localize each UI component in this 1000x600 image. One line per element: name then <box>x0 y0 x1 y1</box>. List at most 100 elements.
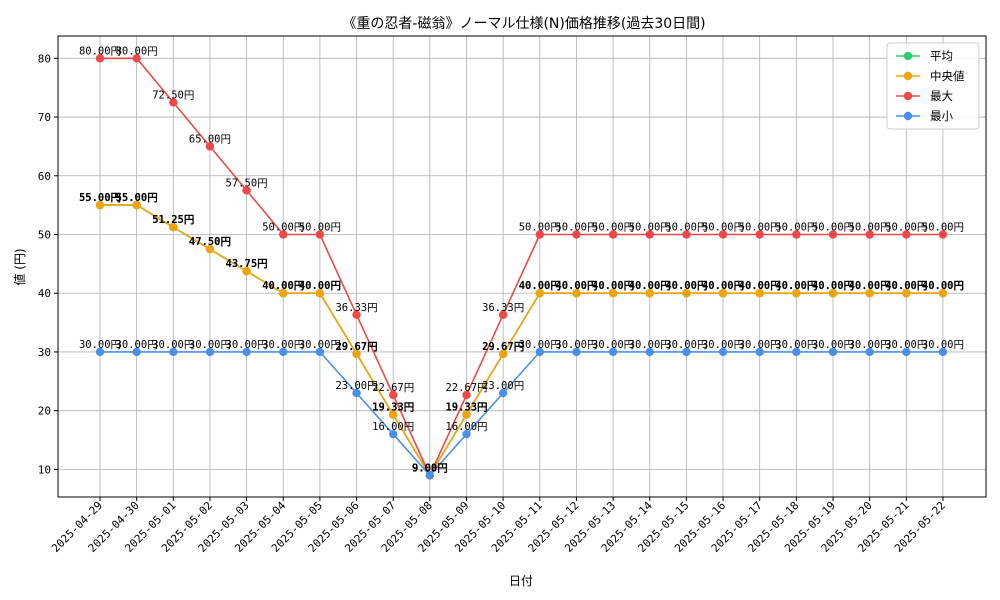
data-point <box>682 289 691 298</box>
data-label: 50.00円 <box>665 221 707 233</box>
data-label: 40.00円 <box>299 280 341 292</box>
data-label: 30.00円 <box>849 339 891 351</box>
data-label: 40.00円 <box>555 280 597 292</box>
data-point <box>902 289 911 298</box>
data-point <box>792 230 801 239</box>
data-label: 40.00円 <box>775 280 817 292</box>
data-point <box>535 347 544 357</box>
legend-label: 最大 <box>930 89 953 103</box>
data-label: 55.00円 <box>79 192 121 204</box>
y-tick-label: 70 <box>38 111 51 124</box>
legend-label: 中央値 <box>930 69 965 83</box>
data-label: 51.25円 <box>152 214 194 226</box>
data-label: 30.00円 <box>702 339 744 351</box>
data-point <box>389 410 398 419</box>
data-label: 9.00円 <box>412 462 448 474</box>
data-point <box>389 390 398 400</box>
data-point <box>169 98 178 107</box>
data-point <box>572 230 581 239</box>
data-point <box>462 410 471 419</box>
data-label: 36.33円 <box>335 302 377 314</box>
data-point <box>865 230 874 239</box>
legend-marker <box>903 91 913 101</box>
data-point <box>498 349 508 359</box>
data-point <box>462 429 471 439</box>
data-label: 40.00円 <box>592 280 634 292</box>
data-point <box>242 186 251 195</box>
data-label: 40.00円 <box>665 280 707 292</box>
data-point <box>315 347 325 357</box>
data-label: 23.00円 <box>482 380 524 392</box>
data-label: 80.00円 <box>79 45 121 57</box>
data-label: 43.75円 <box>226 258 268 270</box>
data-label: 50.00円 <box>592 221 634 233</box>
data-label: 50.00円 <box>555 221 597 233</box>
legend-marker <box>903 71 913 81</box>
data-label: 30.00円 <box>922 339 964 351</box>
data-label: 30.00円 <box>79 339 121 351</box>
plot-frame <box>57 35 987 498</box>
data-label: 30.00円 <box>629 339 671 351</box>
data-label: 40.00円 <box>849 280 891 292</box>
data-point <box>205 244 215 254</box>
data-point <box>792 289 801 298</box>
data-label: 40.00円 <box>592 280 634 292</box>
data-label: 30.00円 <box>152 339 194 351</box>
y-tick-label: 50 <box>38 228 51 241</box>
y-tick-label: 40 <box>38 287 51 300</box>
data-label: 40.00円 <box>519 280 561 292</box>
data-label: 47.50円 <box>189 236 231 248</box>
data-point <box>242 266 251 276</box>
data-point <box>718 289 728 298</box>
data-label: 40.00円 <box>849 280 891 292</box>
data-label: 40.00円 <box>885 280 927 292</box>
data-point <box>645 289 654 298</box>
data-label: 40.00円 <box>702 280 744 292</box>
data-point <box>938 289 948 298</box>
data-point <box>279 230 288 239</box>
data-label: 19.33円 <box>445 402 487 414</box>
data-label: 30.00円 <box>116 339 158 351</box>
y-tick-label: 60 <box>38 170 51 183</box>
data-label: 29.67円 <box>482 341 524 353</box>
data-label: 29.67円 <box>335 341 377 353</box>
chart-title: 《重の忍者-磁翁》ノーマル仕様(N)価格推移(過去30日間) <box>342 16 705 32</box>
data-label: 57.50円 <box>226 177 268 189</box>
data-point <box>572 347 581 357</box>
data-label: 40.00円 <box>812 280 854 292</box>
data-point <box>718 230 728 239</box>
data-label: 16.00円 <box>372 421 414 433</box>
data-label: 40.00円 <box>665 280 707 292</box>
data-point <box>352 349 361 359</box>
data-point <box>95 200 105 210</box>
data-point <box>755 289 764 298</box>
data-point <box>608 289 618 298</box>
data-point <box>95 54 105 63</box>
data-point <box>462 390 471 400</box>
data-point <box>828 289 838 298</box>
data-point <box>572 289 581 298</box>
data-point <box>242 347 251 357</box>
data-label: 22.67円 <box>445 382 487 394</box>
data-label: 19.33円 <box>372 402 414 414</box>
data-label: 43.75円 <box>226 258 268 270</box>
data-label: 29.67円 <box>482 341 524 353</box>
data-point <box>315 230 325 239</box>
data-label: 50.00円 <box>519 221 561 233</box>
data-label: 30.00円 <box>592 339 634 351</box>
data-label: 30.00円 <box>665 339 707 351</box>
data-label: 30.00円 <box>739 339 781 351</box>
data-label: 16.00円 <box>445 421 487 433</box>
data-point <box>828 347 838 357</box>
data-label: 40.00円 <box>922 280 964 292</box>
data-label: 30.00円 <box>226 339 268 351</box>
data-point <box>865 289 874 298</box>
data-label: 40.00円 <box>702 280 744 292</box>
data-label: 50.00円 <box>702 221 744 233</box>
data-point <box>755 347 764 357</box>
data-label: 50.00円 <box>299 221 341 233</box>
data-label: 55.00円 <box>116 192 158 204</box>
data-point <box>535 289 544 298</box>
data-label: 9.00円 <box>412 462 448 474</box>
